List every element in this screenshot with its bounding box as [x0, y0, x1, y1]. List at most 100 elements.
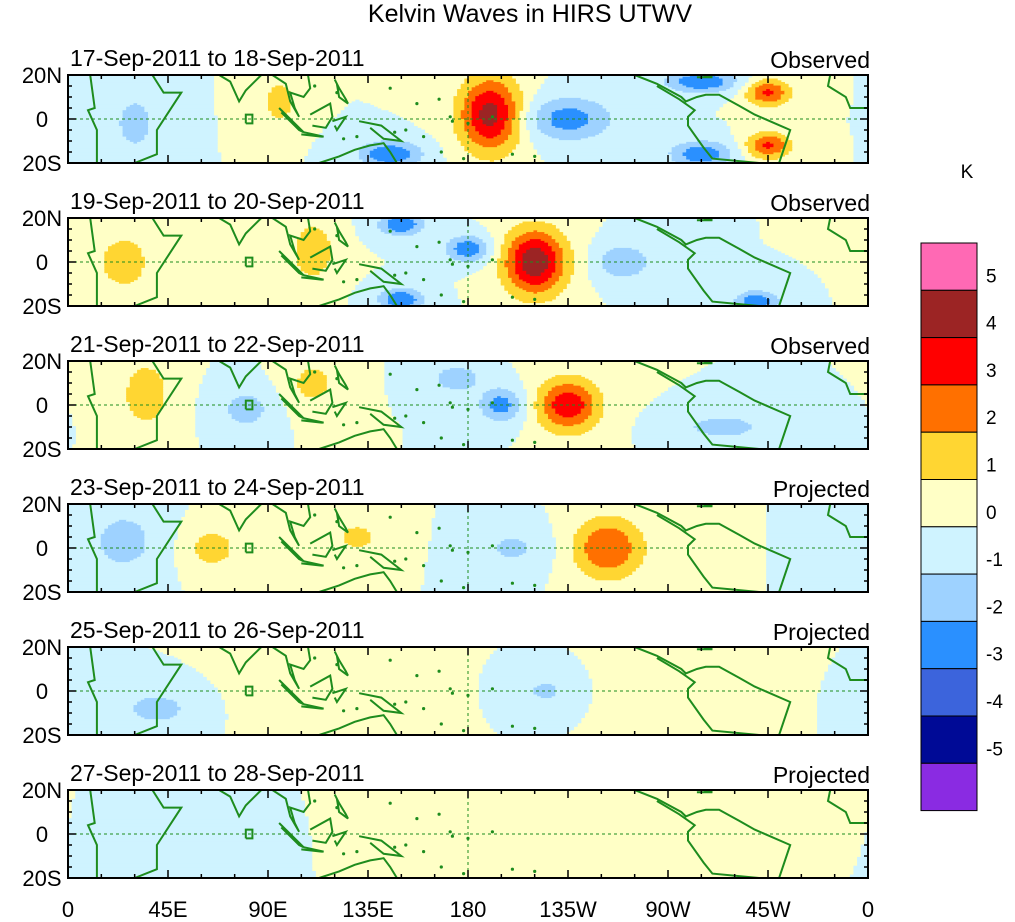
anomaly-cell	[529, 136, 553, 139]
anomaly-cell	[326, 126, 418, 129]
anomaly-cell	[664, 82, 680, 85]
anomaly-cell	[631, 426, 695, 429]
anomaly-cell	[740, 433, 868, 436]
anomaly-cell	[737, 297, 745, 300]
anomaly-cell	[457, 94, 469, 97]
anomaly-cell	[68, 528, 105, 531]
anomaly-cell	[758, 80, 782, 83]
anomaly-cell	[329, 120, 411, 124]
anomaly-cell	[537, 392, 549, 396]
coastline	[318, 428, 398, 449]
anomaly-cell	[497, 115, 509, 118]
anomaly-cell	[198, 390, 276, 394]
anomaly-cell	[457, 251, 480, 254]
anomaly-cell	[108, 525, 142, 528]
anomaly-cell	[460, 111, 473, 115]
anomaly-cell	[748, 295, 764, 298]
anomaly-cell	[460, 113, 473, 117]
anomaly-cell	[544, 410, 556, 413]
anomaly-cell	[588, 277, 822, 281]
anomaly-cell	[533, 147, 673, 150]
anomaly-cell	[500, 281, 513, 284]
anomaly-cell	[853, 87, 868, 90]
anomaly-cell	[769, 291, 829, 295]
coastline	[278, 536, 305, 563]
anomaly-cell	[453, 126, 465, 129]
anomaly-cell	[111, 244, 138, 247]
anomaly-cell	[708, 433, 742, 436]
coastline	[278, 250, 305, 277]
anomaly-cell	[453, 111, 462, 115]
anomaly-cell	[68, 140, 131, 143]
anomaly-cell	[260, 412, 287, 415]
anomaly-cell	[482, 108, 498, 111]
anomaly-cell	[817, 694, 868, 697]
anomaly-cell	[482, 394, 516, 397]
anomaly-field	[68, 790, 868, 878]
colorbar-level-label: 0	[986, 503, 997, 524]
anomaly-cell	[497, 92, 513, 95]
anomaly-cell	[355, 232, 385, 235]
anomaly-cell	[555, 240, 571, 244]
anomaly-cell	[515, 237, 553, 240]
anomaly-cell	[108, 249, 142, 253]
anomaly-cell	[515, 101, 524, 104]
anomaly-cell	[737, 80, 749, 83]
anomaly-cell	[857, 863, 868, 867]
anomaly-cell	[642, 408, 868, 411]
anomaly-cell	[177, 713, 229, 717]
anomaly-cell	[544, 412, 556, 415]
anomaly-cell	[129, 385, 164, 388]
anomaly-cell	[362, 145, 385, 148]
anomaly-cell	[482, 410, 495, 413]
anomaly-cell	[537, 230, 560, 233]
anomaly-cell	[526, 232, 545, 235]
anomaly-cell	[762, 136, 778, 139]
anomaly-cell	[755, 140, 782, 143]
anomaly-cell	[624, 560, 644, 563]
island	[439, 722, 443, 726]
anomaly-cell	[533, 143, 680, 146]
island	[404, 271, 408, 275]
anomaly-cell	[417, 232, 491, 235]
anomaly-cell	[518, 286, 553, 289]
anomaly-cell	[497, 270, 509, 274]
anomaly-cell	[515, 283, 531, 286]
anomaly-cell	[511, 279, 524, 282]
anomaly-cell	[551, 246, 560, 249]
anomaly-cell	[471, 119, 484, 122]
anomaly-cell	[533, 692, 556, 696]
anomaly-cell	[446, 242, 458, 245]
island	[335, 234, 339, 238]
anomaly-cell	[482, 397, 495, 401]
anomaly-cell	[555, 422, 582, 425]
anomaly-cell	[68, 512, 185, 516]
anomaly-cell	[748, 136, 764, 139]
anomaly-cell	[133, 103, 138, 106]
anomaly-cell	[478, 258, 491, 261]
anomaly-cell	[511, 277, 520, 281]
anomaly-cell	[68, 96, 215, 99]
panel-status: Observed	[770, 333, 870, 359]
anomaly-cell	[68, 119, 124, 122]
anomaly-cell	[68, 440, 76, 443]
anomaly-cell	[68, 691, 218, 694]
anomaly-cell	[104, 253, 142, 256]
island	[415, 531, 419, 535]
anomaly-cell	[598, 103, 724, 106]
anomaly-cell	[853, 869, 868, 872]
anomaly-cell	[591, 410, 604, 413]
anomaly-cell	[860, 849, 868, 853]
anomaly-cell	[68, 676, 207, 680]
anomaly-cell	[558, 138, 582, 141]
anomaly-cell	[551, 403, 585, 406]
anomaly-cell	[511, 126, 520, 129]
anomaly-cell	[144, 535, 178, 539]
anomaly-cell	[544, 80, 665, 83]
anomaly-cell	[137, 556, 175, 560]
island	[313, 370, 317, 374]
anomaly-cell	[817, 713, 868, 717]
anomaly-cell	[140, 555, 175, 558]
